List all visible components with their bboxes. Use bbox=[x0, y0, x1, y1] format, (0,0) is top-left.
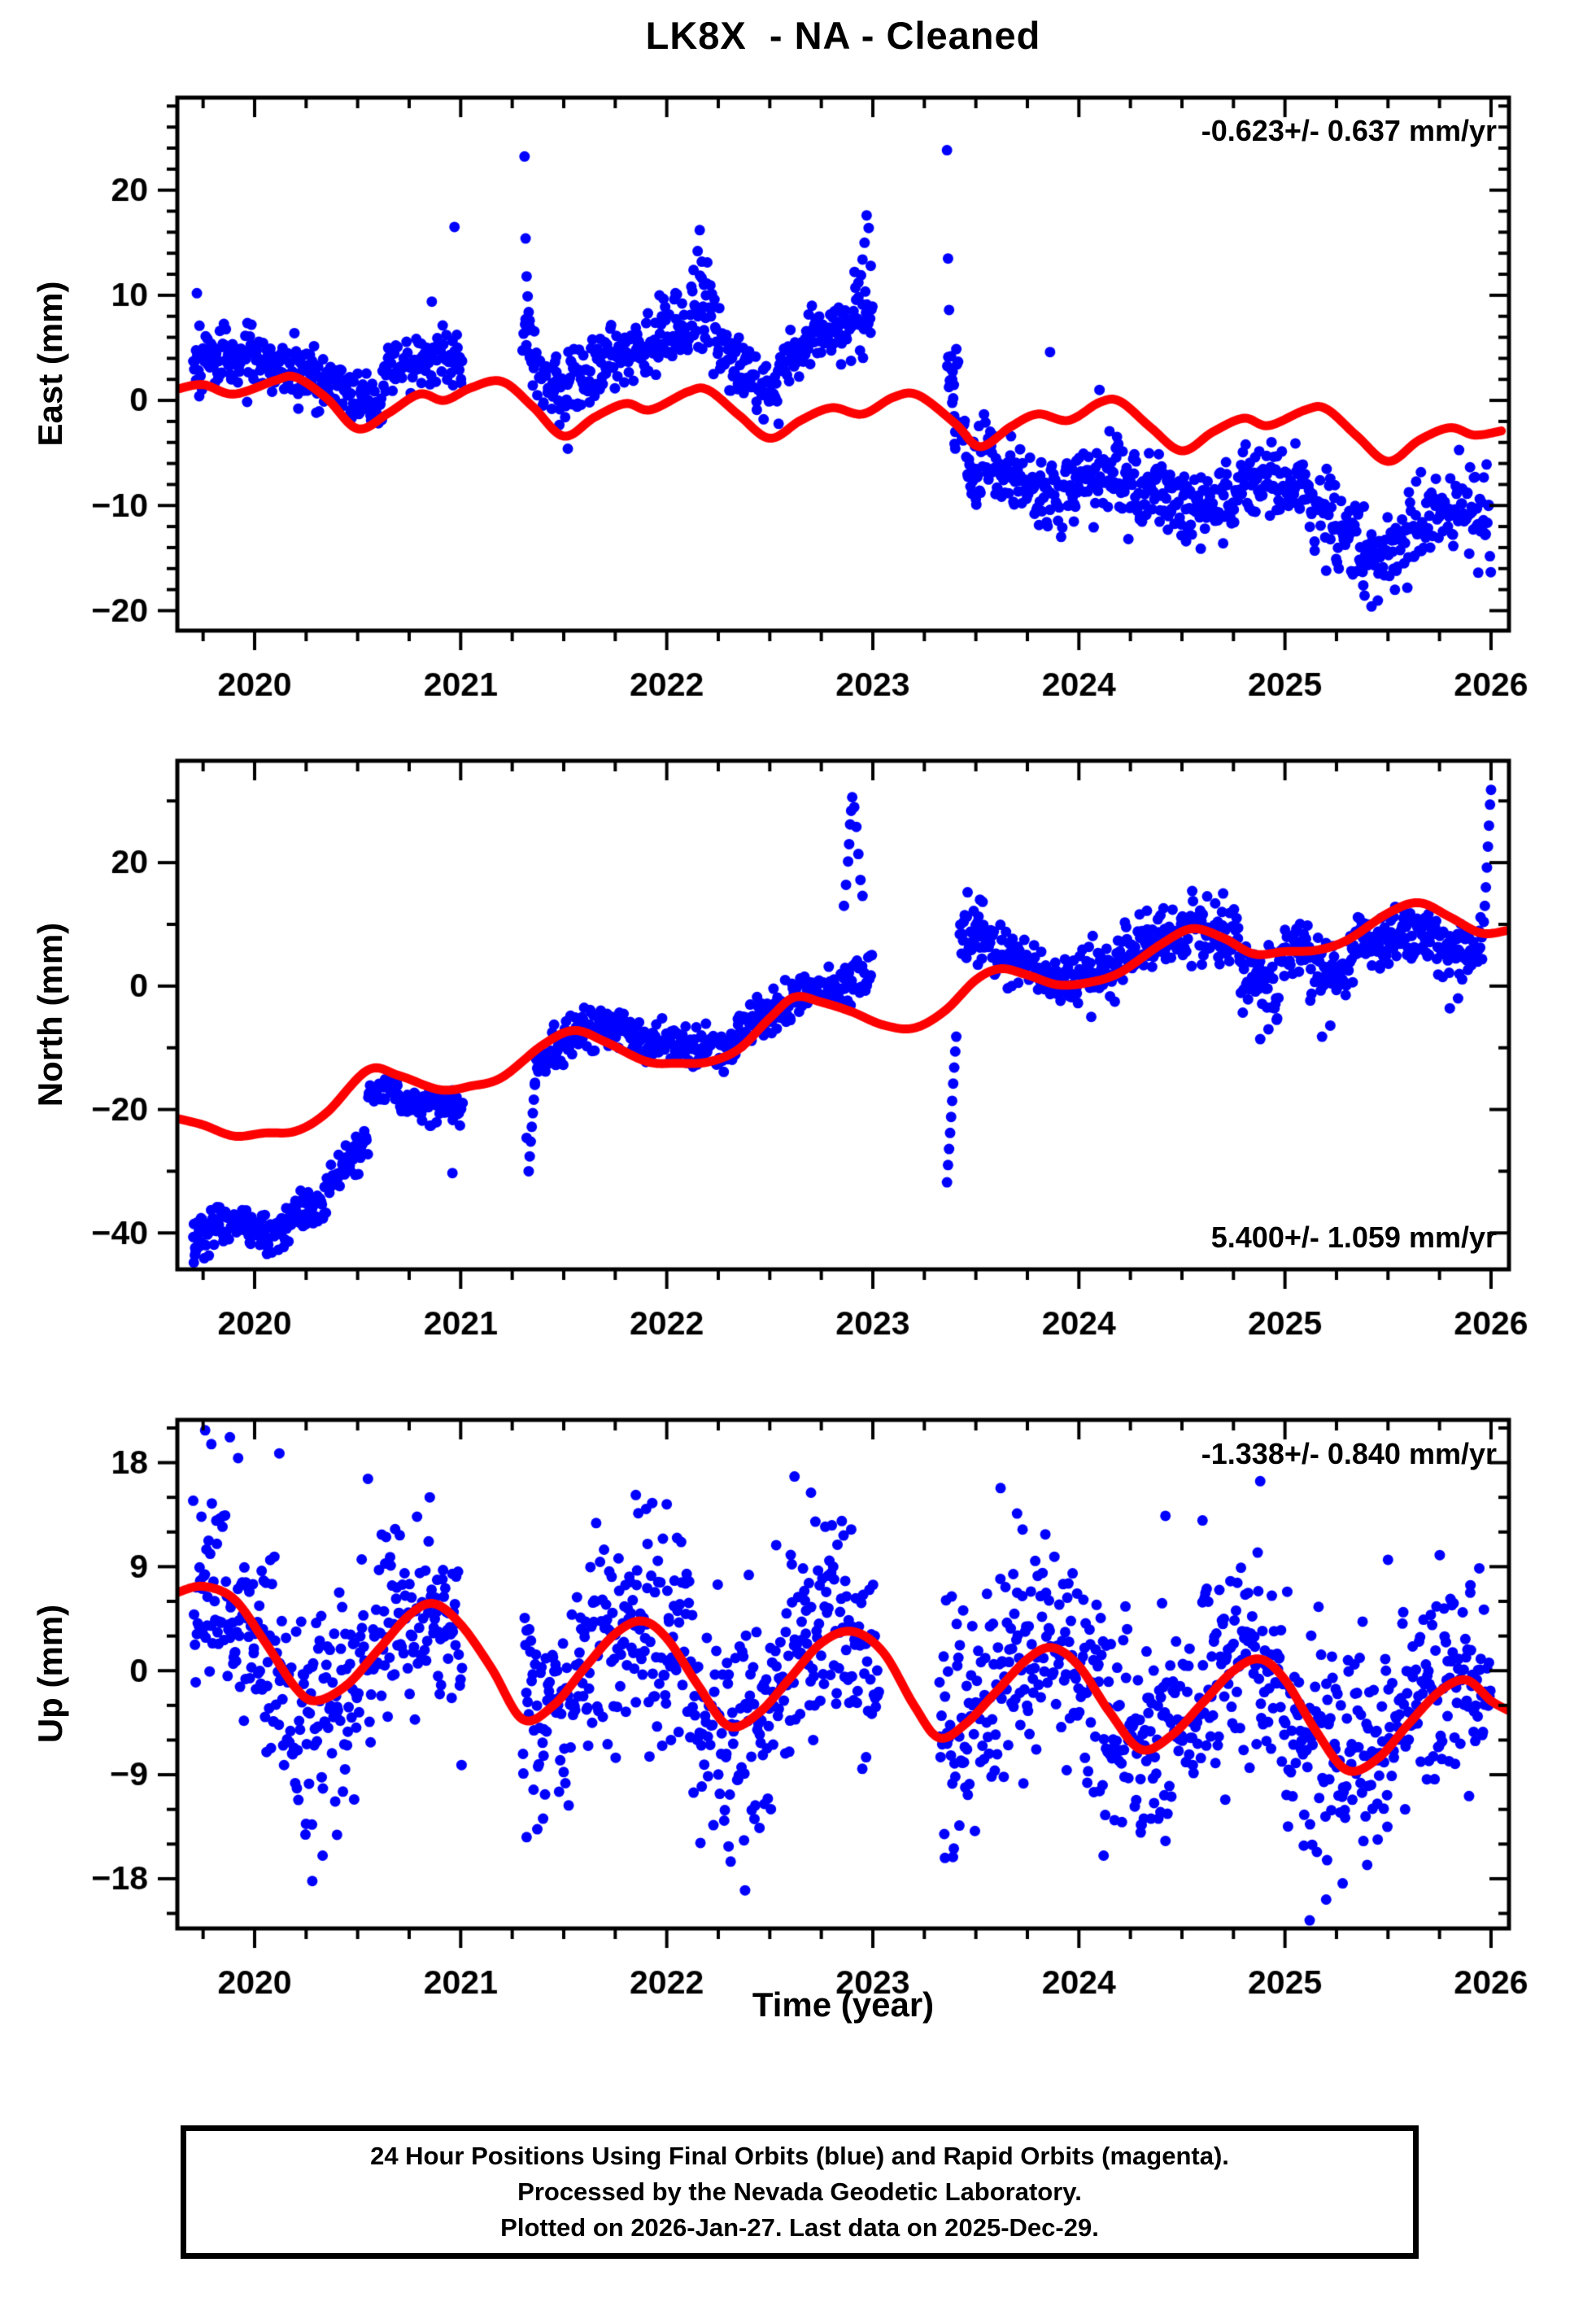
footer-box: 24 Hour Positions Using Final Orbits (bl… bbox=[181, 2125, 1419, 2259]
footer-line-1: 24 Hour Positions Using Final Orbits (bl… bbox=[370, 2142, 1229, 2170]
rate-annotation-east: -0.623+/- 0.637 mm/yr bbox=[1201, 114, 1497, 147]
y-axis-label-north: North (mm) bbox=[31, 922, 69, 1107]
footer-line-3: Plotted on 2026-Jan-27. Last data on 202… bbox=[500, 2213, 1099, 2242]
y-axis-label-east: East (mm) bbox=[31, 281, 69, 447]
page-title: LK8X - NA - Cleaned bbox=[645, 14, 1041, 57]
x-axis-label: Time (year) bbox=[752, 1985, 935, 2024]
rate-annotation-up: -1.338+/- 0.840 mm/yr bbox=[1201, 1437, 1497, 1470]
rate-annotation-north: 5.400+/- 1.059 mm/yr bbox=[1210, 1221, 1497, 1254]
footer-line-2: Processed by the Nevada Geodetic Laborat… bbox=[517, 2177, 1082, 2206]
y-axis-label-up: Up (mm) bbox=[31, 1604, 69, 1744]
